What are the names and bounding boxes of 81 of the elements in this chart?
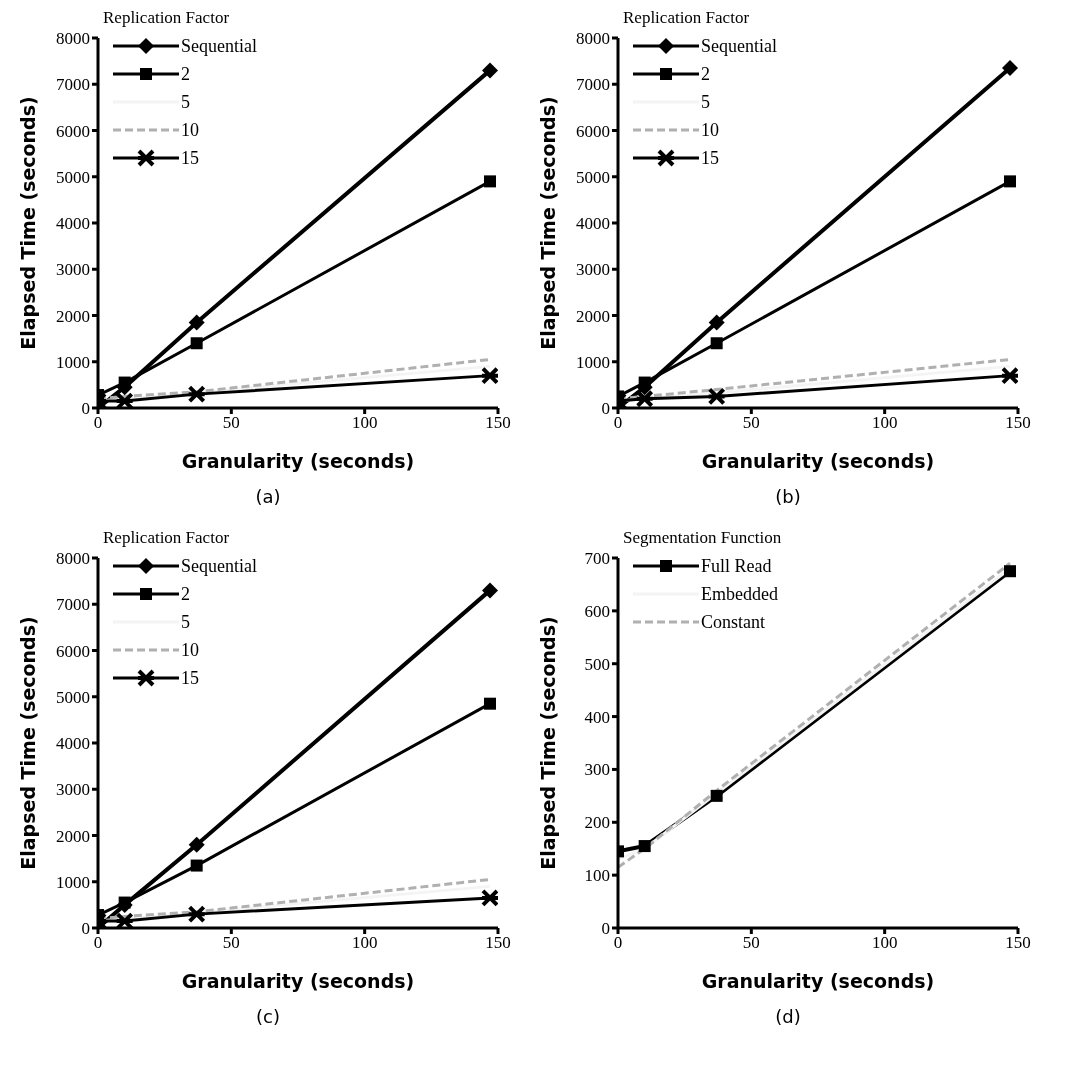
y-tick-label: 2000	[56, 306, 90, 326]
text: (c)	[255, 1006, 281, 1027]
x-tick-label: 150	[1005, 933, 1031, 953]
y-tick-label: 3000	[576, 260, 610, 280]
y-tick-label: 6000	[56, 121, 90, 141]
y-tick-label: 4000	[56, 734, 90, 754]
y-axis-title: Elapsed Time (seconds)	[536, 616, 559, 870]
y-tick-label: 4000	[576, 214, 610, 234]
x-axis-title: Granularity (seconds)	[181, 970, 415, 992]
legend-label: Full Read	[701, 555, 772, 577]
legend-label: 2	[181, 583, 190, 605]
y-tick-label: 300	[584, 760, 610, 780]
text: (b)	[774, 486, 802, 507]
x-tick-label: 50	[222, 933, 240, 953]
legend-label: 15	[701, 147, 719, 169]
x-tick-label: 50	[742, 413, 760, 433]
x-axis-title: Granularity (seconds)	[701, 970, 935, 992]
y-tick-label: 600	[584, 601, 610, 621]
y-axis-title: Elapsed Time (seconds)	[16, 616, 39, 870]
y-tick-label: 500	[584, 654, 610, 674]
y-tick-label: 5000	[56, 167, 90, 187]
y-tick-label: 0	[601, 399, 610, 419]
legend-title: Replication Factor	[103, 8, 231, 28]
x-tick-label: 100	[351, 413, 378, 433]
x-tick-label: 100	[871, 933, 898, 953]
y-tick-label: 1000	[56, 352, 90, 372]
legend-label: Constant	[701, 611, 766, 633]
y-tick-label: 8000	[576, 29, 610, 49]
legend-label: 10	[181, 639, 199, 661]
y-tick-label: 1000	[56, 872, 90, 892]
legend-title: Replication Factor	[103, 528, 231, 548]
y-axis-title: Elapsed Time (seconds)	[536, 96, 559, 350]
x-tick-label: 150	[485, 933, 511, 953]
y-tick-label: 5000	[56, 687, 90, 707]
text: (d)	[774, 1006, 802, 1027]
y-tick-label: 3000	[56, 260, 90, 280]
legend-label: 15	[181, 147, 199, 169]
legend-label: Sequential	[701, 35, 777, 57]
x-tick-label: 100	[871, 413, 898, 433]
legend-label: Sequential	[181, 35, 257, 57]
y-tick-label: 6000	[576, 121, 610, 141]
legend-label: 10	[181, 119, 199, 141]
y-tick-label: 0	[601, 919, 610, 939]
legend-label: 5	[181, 611, 190, 633]
x-tick-label: 50	[742, 933, 760, 953]
x-axis-title: Granularity (seconds)	[701, 450, 935, 472]
y-tick-label: 0	[81, 919, 90, 939]
y-tick-label: 100	[584, 866, 610, 886]
y-tick-label: 2000	[56, 826, 90, 846]
legend-label: 5	[181, 91, 190, 113]
y-tick-label: 400	[584, 707, 610, 727]
y-tick-label: 200	[584, 813, 610, 833]
legend-label: 5	[701, 91, 710, 113]
y-tick-label: 6000	[56, 641, 90, 661]
legend-label: 2	[701, 63, 710, 85]
x-tick-label: 50	[222, 413, 240, 433]
legend-title: Segmentation Function	[623, 528, 782, 548]
legend-label: 10	[701, 119, 719, 141]
y-tick-label: 700	[584, 549, 610, 569]
x-tick-label: 100	[351, 933, 378, 953]
x-axis-title: Granularity (seconds)	[181, 450, 415, 472]
y-tick-label: 1000	[576, 352, 610, 372]
y-tick-label: 8000	[56, 29, 90, 49]
text: (a)	[254, 486, 282, 507]
y-tick-label: 2000	[576, 306, 610, 326]
legend-label: Sequential	[181, 555, 257, 577]
y-tick-label: 8000	[56, 549, 90, 569]
legend-title: Replication Factor	[623, 8, 751, 28]
y-tick-label: 7000	[576, 75, 610, 95]
y-tick-label: 7000	[56, 595, 90, 615]
y-tick-label: 3000	[56, 780, 90, 800]
x-tick-label: 150	[1005, 413, 1031, 433]
legend-label: Embedded	[701, 583, 778, 605]
legend-label: 2	[181, 63, 190, 85]
y-tick-label: 5000	[576, 167, 610, 187]
x-tick-label: 150	[485, 413, 511, 433]
legend-label: 15	[181, 667, 199, 689]
y-tick-label: 7000	[56, 75, 90, 95]
y-tick-label: 0	[81, 399, 90, 419]
y-axis-title: Elapsed Time (seconds)	[16, 96, 39, 350]
y-tick-label: 4000	[56, 214, 90, 234]
